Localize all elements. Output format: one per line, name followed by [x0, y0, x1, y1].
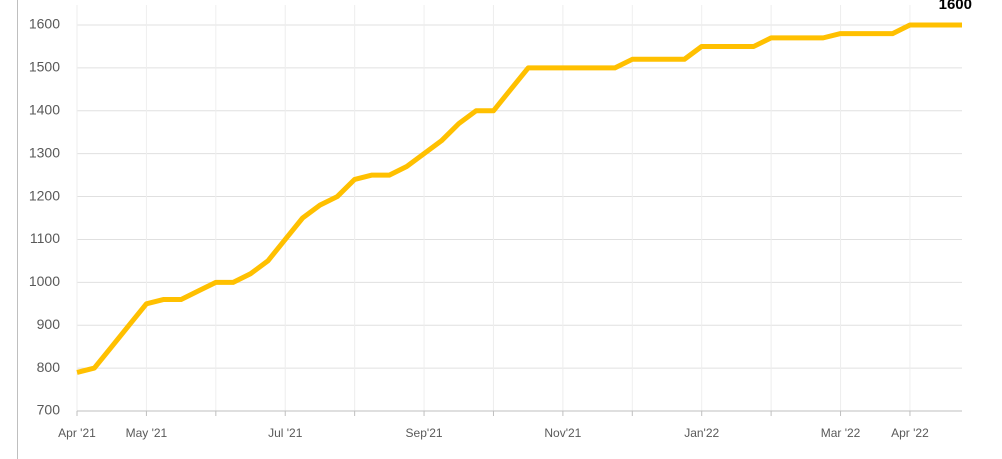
y-tick-label: 1100: [30, 230, 60, 246]
x-tick-label: May '21: [126, 426, 168, 440]
line-series: [76, 22, 962, 375]
x-tick-label: Jul '21: [268, 426, 303, 440]
x-tick-label: Apr '21: [58, 426, 96, 440]
end-value-label: 1600: [939, 0, 972, 13]
y-tick-label: 1300: [29, 144, 60, 160]
y-tick-label: 1200: [29, 187, 60, 203]
x-tick-label: Mar '22: [821, 426, 861, 440]
x-tick-label: Sep'21: [406, 426, 443, 440]
y-tick-label: 1400: [29, 101, 60, 117]
y-tick-label: 700: [37, 402, 61, 418]
y-tick-label: 1000: [29, 273, 60, 289]
y-tick-label: 1500: [29, 59, 60, 75]
y-tick-label: 900: [37, 316, 61, 332]
y-tick-label: 800: [37, 359, 61, 375]
x-tick-label: Nov'21: [544, 426, 581, 440]
x-tick-label: Jan'22: [684, 426, 719, 440]
x-tick-label: Apr '22: [891, 426, 929, 440]
y-tick-label: 1600: [29, 16, 60, 32]
